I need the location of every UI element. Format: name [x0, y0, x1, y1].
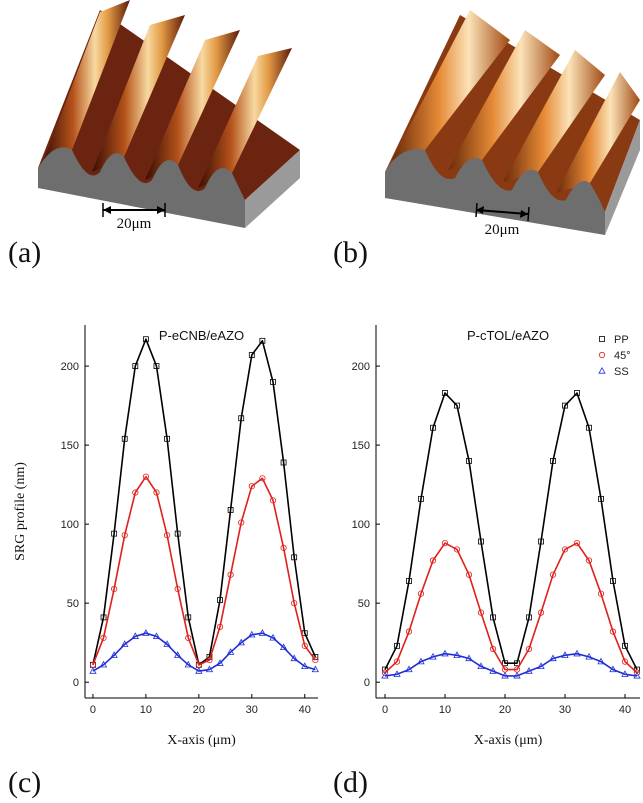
fit-line: [385, 543, 637, 673]
scale-bar-label: 20μm: [485, 222, 520, 238]
y-tick-label: 200: [352, 361, 370, 373]
y-tick-label: 150: [352, 440, 370, 452]
x-tick-label: 40: [619, 704, 631, 716]
y-tick-label: 50: [358, 598, 370, 610]
y-tick-label: 150: [61, 440, 79, 452]
y-tick-label: 100: [61, 519, 79, 531]
panel-label: (c): [8, 766, 41, 799]
x-tick-label: 10: [140, 704, 152, 716]
legend-marker: [599, 352, 604, 357]
legend-label: SS: [614, 366, 629, 378]
chart-title: P-cTOL/eAZO: [467, 328, 549, 343]
legend-marker: [599, 368, 605, 373]
y-tick-label: 200: [61, 361, 79, 373]
legend-label: PP: [614, 334, 629, 346]
y-tick-label: 0: [364, 677, 370, 689]
x-axis-label: X-axis (μm): [167, 733, 236, 748]
x-tick-label: 20: [193, 704, 205, 716]
fit-line: [93, 477, 316, 665]
y-tick-label: 100: [352, 519, 370, 531]
y-tick-label: 50: [67, 598, 79, 610]
x-axis-label: X-axis (μm): [474, 733, 543, 748]
afm-image-a: 20μm: [38, 0, 300, 232]
x-tick-label: 20: [499, 704, 511, 716]
fit-line: [385, 393, 637, 670]
fit-line: [93, 339, 316, 665]
panel-label: (b): [333, 236, 368, 269]
chart-title: P-eCNB/eAZO: [159, 328, 244, 343]
x-tick-label: 30: [246, 704, 258, 716]
x-tick-label: 10: [439, 704, 451, 716]
legend-label: 45°: [614, 350, 631, 362]
x-tick-label: 0: [382, 704, 388, 716]
y-tick-label: 0: [73, 677, 79, 689]
y-axis-label: SRG profile (nm): [13, 462, 28, 561]
legend-marker: [600, 337, 605, 342]
x-tick-label: 0: [90, 704, 96, 716]
panel-label: (d): [333, 766, 368, 799]
figure: 20μm (a) 20μm (b) (c) (d) 05010015020001…: [0, 0, 643, 803]
afm-image-b: 20μm: [385, 10, 640, 238]
x-tick-label: 40: [299, 704, 311, 716]
fit-line: [385, 654, 637, 676]
x-tick-label: 30: [559, 704, 571, 716]
scale-bar-label: 20μm: [117, 216, 152, 232]
panel-label: (a): [8, 236, 41, 269]
fit-line: [93, 633, 316, 671]
